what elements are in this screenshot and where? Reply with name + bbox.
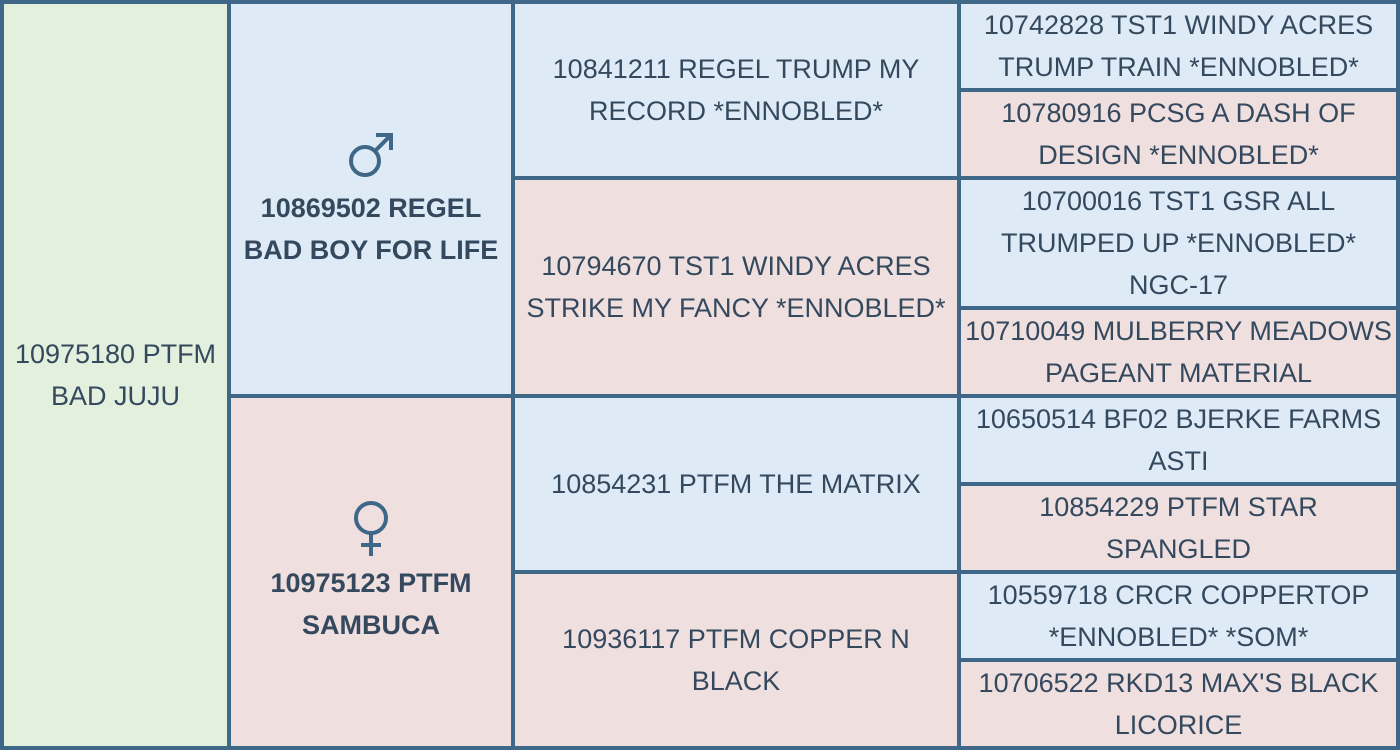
dam-name: 10975123 PTFM SAMBUCA bbox=[270, 568, 472, 640]
sire-name: 10869502 REGEL BAD BOY FOR LIFE bbox=[243, 193, 499, 265]
sire-cell[interactable]: 10869502 REGEL BAD BOY FOR LIFE bbox=[227, 0, 515, 398]
dam-dam-dam-name: 10706522 RKD13 MAX'S BLACK LICORICE bbox=[978, 668, 1379, 740]
dam-sire-name: 10854231 PTFM THE MATRIX bbox=[551, 469, 921, 499]
sire-sire-name: 10841211 REGEL TRUMP MY RECORD *ENNOBLED… bbox=[552, 54, 920, 126]
dam-sire-dam-name: 10854229 PTFM STAR SPANGLED bbox=[1039, 492, 1318, 564]
sire-dam-dam-name: 10710049 MULBERRY MEADOWS PAGEANT MATERI… bbox=[965, 316, 1392, 388]
sire-sire-sire-cell[interactable]: 10742828 TST1 WINDY ACRES TRUMP TRAIN *E… bbox=[957, 0, 1400, 92]
dam-sire-sire-name: 10650514 BF02 BJERKE FARMS ASTI bbox=[975, 404, 1382, 476]
subject-cell[interactable]: 10975180 PTFM BAD JUJU bbox=[0, 0, 231, 750]
sire-sire-dam-name: 10780916 PCSG A DASH OF DESIGN *ENNOBLED… bbox=[1001, 98, 1356, 170]
dam-cell[interactable]: 10975123 PTFM SAMBUCA bbox=[227, 394, 515, 750]
dam-dam-cell[interactable]: 10936117 PTFM COPPER N BLACK bbox=[511, 570, 961, 750]
dam-dam-sire-name: 10559718 CRCR COPPERTOP *ENNOBLED* *SOM* bbox=[987, 580, 1370, 652]
dam-sire-cell[interactable]: 10854231 PTFM THE MATRIX bbox=[511, 394, 961, 574]
dam-sire-sire-cell[interactable]: 10650514 BF02 BJERKE FARMS ASTI bbox=[957, 394, 1400, 486]
sire-sire-dam-cell[interactable]: 10780916 PCSG A DASH OF DESIGN *ENNOBLED… bbox=[957, 88, 1400, 180]
sire-sire-cell[interactable]: 10841211 REGEL TRUMP MY RECORD *ENNOBLED… bbox=[511, 0, 961, 180]
sire-dam-name: 10794670 TST1 WINDY ACRES STRIKE MY FANC… bbox=[526, 251, 946, 323]
subject-name: 10975180 PTFM BAD JUJU bbox=[14, 339, 217, 411]
dam-sire-dam-cell[interactable]: 10854229 PTFM STAR SPANGLED bbox=[957, 482, 1400, 574]
sire-dam-cell[interactable]: 10794670 TST1 WINDY ACRES STRIKE MY FANC… bbox=[511, 176, 961, 398]
sire-dam-sire-name: 10700016 TST1 GSR ALL TRUMPED UP *ENNOBL… bbox=[1000, 186, 1357, 300]
dam-dam-sire-cell[interactable]: 10559718 CRCR COPPERTOP *ENNOBLED* *SOM* bbox=[957, 570, 1400, 662]
sire-sire-sire-name: 10742828 TST1 WINDY ACRES TRUMP TRAIN *E… bbox=[983, 10, 1374, 82]
male-symbol-icon bbox=[233, 127, 509, 183]
sire-dam-dam-cell[interactable]: 10710049 MULBERRY MEADOWS PAGEANT MATERI… bbox=[957, 306, 1400, 398]
dam-dam-name: 10936117 PTFM COPPER N BLACK bbox=[562, 624, 910, 696]
sire-dam-sire-cell[interactable]: 10700016 TST1 GSR ALL TRUMPED UP *ENNOBL… bbox=[957, 176, 1400, 310]
female-symbol-icon bbox=[233, 498, 509, 558]
dam-dam-dam-cell[interactable]: 10706522 RKD13 MAX'S BLACK LICORICE bbox=[957, 658, 1400, 750]
